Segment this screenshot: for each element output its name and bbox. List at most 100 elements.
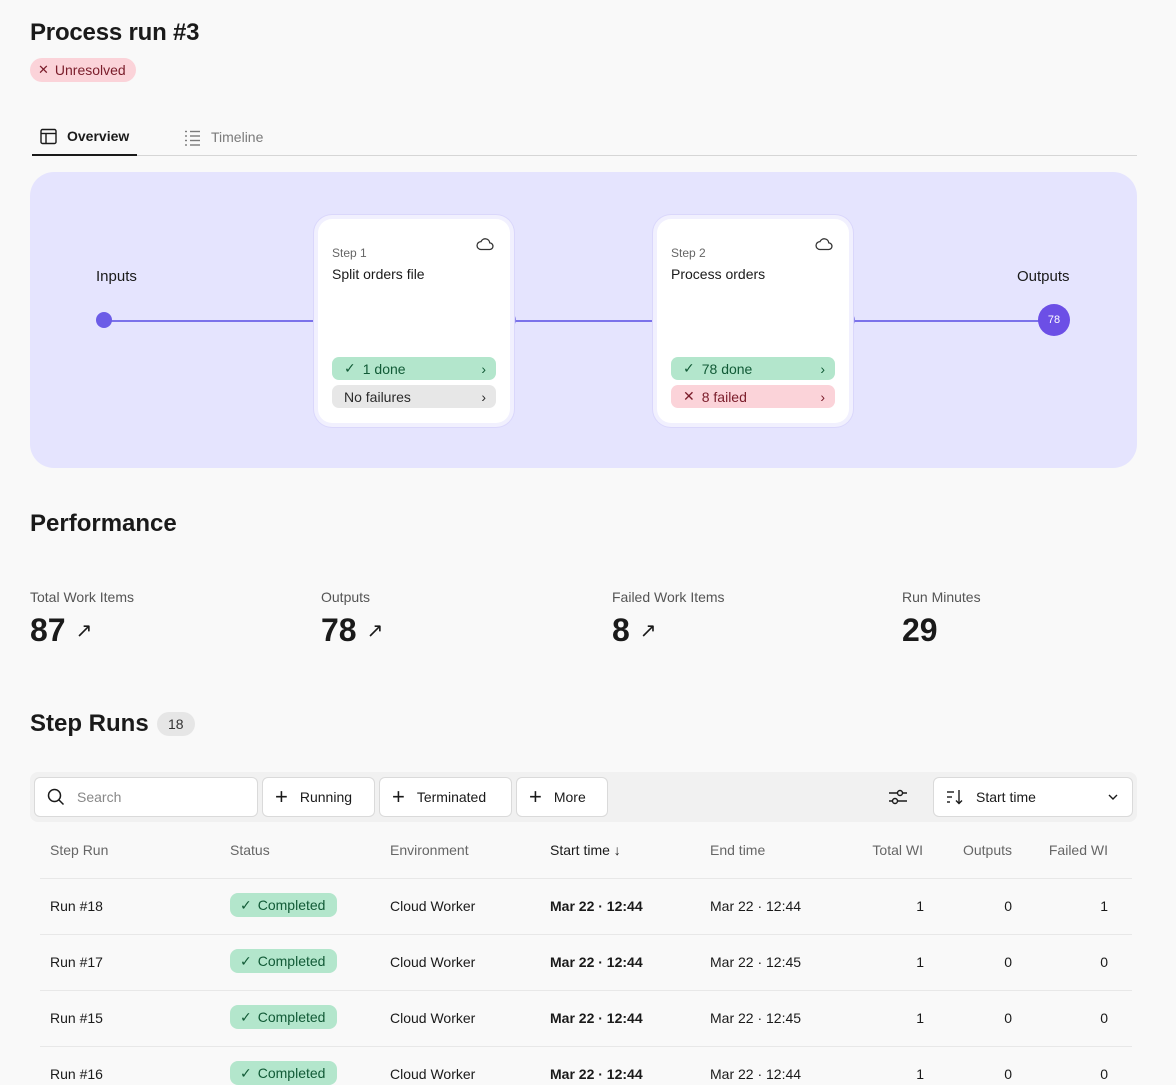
tab-label: Timeline bbox=[211, 129, 264, 145]
sort-select[interactable]: Start time bbox=[933, 777, 1133, 817]
column-header-start-time[interactable]: Start time ↓ bbox=[550, 842, 621, 858]
check-icon: ✓ bbox=[240, 1008, 252, 1025]
check-icon: ✓ bbox=[683, 360, 695, 376]
status-label: Completed bbox=[257, 953, 326, 969]
tab-label: Overview bbox=[67, 128, 130, 144]
column-header-label: Start time bbox=[550, 842, 610, 858]
tab-overview[interactable]: Overview bbox=[32, 118, 137, 156]
filter-label: Terminated bbox=[416, 789, 487, 805]
outputs-cell: 0 bbox=[1004, 898, 1012, 914]
end-time-cell: Mar 22 · 12:44 bbox=[710, 898, 802, 914]
sort-label: Start time bbox=[976, 789, 1036, 805]
column-header-failed-wi[interactable]: Failed WI bbox=[1048, 842, 1108, 858]
metric-label: Outputs bbox=[321, 589, 371, 605]
start-time-cell: Mar 22 · 12:44 bbox=[550, 1010, 643, 1026]
plus-icon: + bbox=[275, 784, 288, 809]
tab-timeline[interactable]: Timeline bbox=[184, 118, 263, 156]
check-icon: ✓ bbox=[240, 1064, 252, 1081]
column-header-step-run[interactable]: Step Run bbox=[50, 842, 109, 858]
column-header-environment[interactable]: Environment bbox=[390, 842, 469, 858]
failed-wi-cell: 0 bbox=[1100, 1010, 1108, 1026]
failed-wi-cell: 0 bbox=[1100, 1066, 1108, 1082]
cloud-icon bbox=[815, 238, 833, 251]
connector-line bbox=[508, 320, 658, 322]
outputs-cell: 0 bbox=[1004, 954, 1012, 970]
arrow-up-right-icon: ↗ bbox=[75, 620, 93, 642]
filter-label: More bbox=[553, 789, 586, 805]
status-badge: ✓ Completed bbox=[230, 949, 338, 973]
step-run-cell: Run #18 bbox=[50, 898, 103, 914]
done-chip[interactable]: ✓ 78 done › bbox=[671, 357, 835, 380]
table-row[interactable]: Run #15 ✓ Completed Cloud Worker Mar 22 ·… bbox=[40, 990, 1132, 1046]
metric-total-work-items[interactable]: 87 ↗ bbox=[30, 612, 92, 649]
status-label: Unresolved bbox=[54, 62, 126, 78]
inputs-label: Inputs bbox=[96, 268, 137, 285]
sliders-icon[interactable] bbox=[886, 785, 910, 809]
status-label: Completed bbox=[257, 1009, 326, 1025]
connector-line bbox=[104, 320, 318, 322]
sort-icon bbox=[947, 790, 963, 805]
inputs-node[interactable] bbox=[96, 312, 112, 328]
table-row[interactable]: Run #18 ✓ Completed Cloud Worker Mar 22 ·… bbox=[40, 878, 1132, 934]
search-input[interactable]: Search bbox=[34, 777, 258, 817]
performance-title: Performance bbox=[30, 510, 177, 537]
environment-cell: Cloud Worker bbox=[390, 1010, 476, 1026]
table-row[interactable]: Run #17 ✓ Completed Cloud Worker Mar 22 ·… bbox=[40, 934, 1132, 990]
step-card-1[interactable]: Step 1 Split orders file ✓ 1 done › No f… bbox=[318, 219, 510, 423]
search-placeholder: Search bbox=[77, 789, 122, 805]
column-header-outputs[interactable]: Outputs bbox=[962, 842, 1012, 858]
chevron-right-icon: › bbox=[820, 360, 825, 377]
status-badge: ✓ Completed bbox=[230, 893, 338, 917]
arrow-up-right-icon: ↗ bbox=[366, 620, 384, 642]
done-label: 1 done bbox=[362, 360, 406, 377]
metric-failed-work-items[interactable]: 8 ↗ bbox=[612, 612, 657, 649]
table-toolbar: Search + Running + Terminated + More Sta… bbox=[30, 772, 1137, 822]
list-icon bbox=[185, 130, 200, 146]
total-wi-cell: 1 bbox=[916, 954, 924, 970]
failed-wi-cell: 0 bbox=[1100, 954, 1108, 970]
chevron-right-icon: › bbox=[481, 388, 486, 405]
total-wi-cell: 1 bbox=[916, 1010, 924, 1026]
metric-label: Run Minutes bbox=[902, 589, 981, 605]
column-header-end-time[interactable]: End time bbox=[710, 842, 766, 858]
step-number: Step 2 bbox=[671, 246, 706, 260]
filter-terminated-button[interactable]: + Terminated bbox=[379, 777, 512, 817]
close-icon: ✕ bbox=[683, 388, 695, 404]
start-time-cell: Mar 22 · 12:44 bbox=[550, 898, 643, 914]
check-icon: ✓ bbox=[240, 952, 252, 969]
connector-line bbox=[847, 320, 1039, 322]
chevron-right-icon: › bbox=[481, 360, 486, 377]
plus-icon: + bbox=[529, 784, 542, 809]
failures-chip[interactable]: No failures › bbox=[332, 385, 496, 408]
check-icon: ✓ bbox=[344, 360, 356, 376]
metric-value: 29 bbox=[902, 612, 938, 648]
failures-chip[interactable]: ✕ 8 failed › bbox=[671, 385, 835, 408]
metric-run-minutes: 29 bbox=[902, 612, 938, 649]
cloud-icon bbox=[476, 238, 494, 251]
close-icon: ✕ bbox=[38, 62, 49, 77]
arrow-up-right-icon: ↗ bbox=[639, 620, 657, 642]
filter-label: Running bbox=[299, 789, 353, 805]
step-run-cell: Run #16 bbox=[50, 1066, 103, 1082]
step-run-cell: Run #17 bbox=[50, 954, 103, 970]
status-badge: ✓ Completed bbox=[230, 1005, 338, 1029]
check-icon: ✓ bbox=[240, 896, 252, 913]
table-row[interactable]: Run #16 ✓ Completed Cloud Worker Mar 22 ·… bbox=[40, 1046, 1132, 1085]
filter-more-button[interactable]: + More bbox=[516, 777, 608, 817]
step-runs-count-badge: 18 bbox=[157, 712, 195, 736]
failures-label: 8 failed bbox=[701, 388, 747, 405]
end-time-cell: Mar 22 · 12:45 bbox=[710, 954, 802, 970]
column-header-total-wi[interactable]: Total WI bbox=[872, 842, 923, 858]
step-card-2[interactable]: Step 2 Process orders ✓ 78 done › ✕ 8 fa… bbox=[657, 219, 849, 423]
column-header-status[interactable]: Status bbox=[230, 842, 270, 858]
done-chip[interactable]: ✓ 1 done › bbox=[332, 357, 496, 380]
outputs-count-badge[interactable]: 78 bbox=[1038, 304, 1070, 336]
metric-value: 87 bbox=[30, 612, 66, 648]
start-time-cell: Mar 22 · 12:44 bbox=[550, 1066, 643, 1082]
metric-outputs[interactable]: 78 ↗ bbox=[321, 612, 383, 649]
status-badge: ✕ Unresolved bbox=[30, 58, 136, 82]
filter-running-button[interactable]: + Running bbox=[262, 777, 375, 817]
step-name: Split orders file bbox=[332, 266, 425, 282]
step-name: Process orders bbox=[671, 266, 766, 282]
metric-value: 8 bbox=[612, 612, 630, 648]
